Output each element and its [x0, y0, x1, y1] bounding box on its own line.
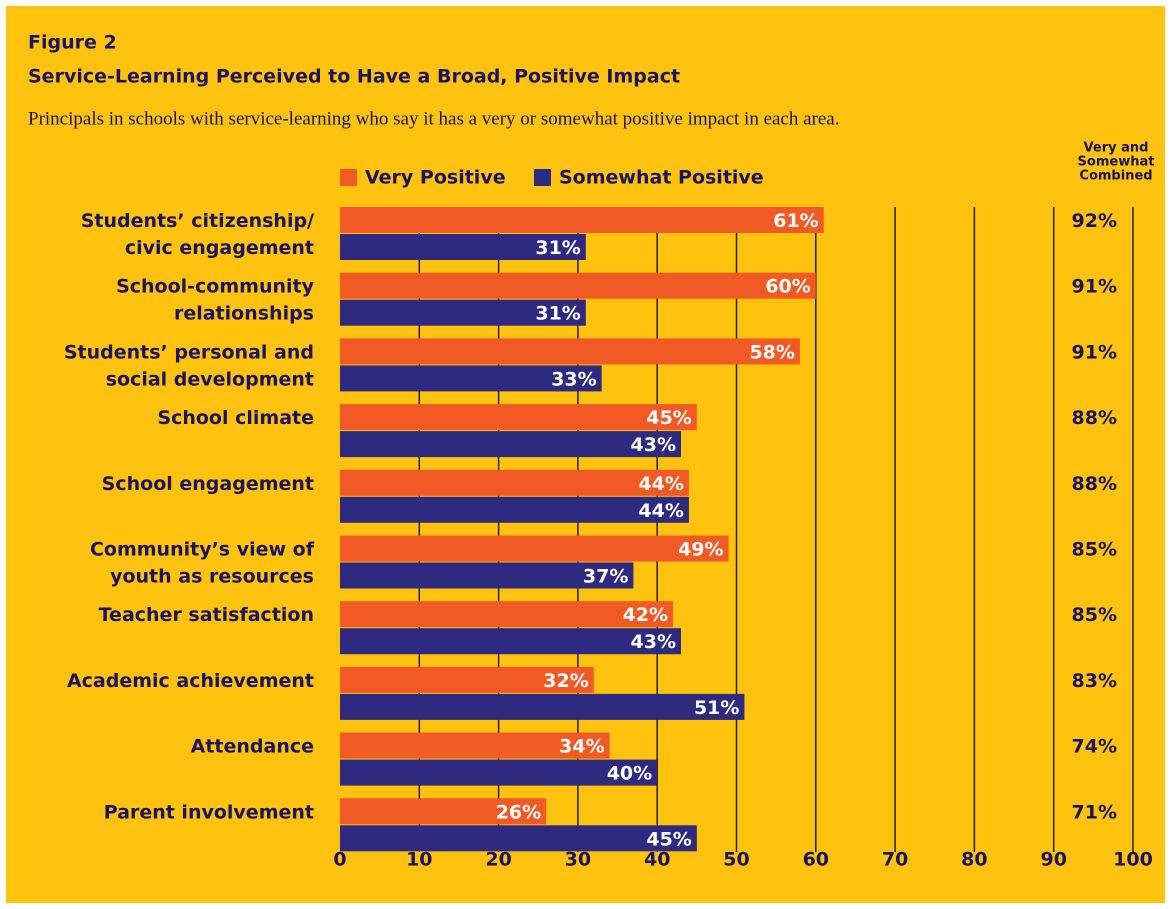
- combined-value: 83%: [1072, 670, 1117, 692]
- bar: [340, 365, 602, 392]
- bar: [340, 693, 745, 720]
- data-label: 43%: [631, 434, 676, 456]
- bar: [340, 496, 689, 523]
- x-tick-label: 90: [1040, 849, 1066, 871]
- y-tick-label: civic engagement: [125, 237, 314, 259]
- data-label: 43%: [631, 631, 676, 653]
- bar: [340, 628, 681, 655]
- data-label: 58%: [749, 341, 794, 363]
- bar: [340, 431, 681, 458]
- bar: [340, 601, 674, 628]
- bar: [340, 732, 610, 759]
- bar: [340, 234, 586, 260]
- data-label: 49%: [678, 539, 723, 561]
- y-tick-label: social development: [106, 368, 314, 390]
- data-label: 44%: [638, 473, 683, 495]
- y-tick-label: Parent involvement: [104, 801, 314, 823]
- bar: [340, 404, 697, 431]
- data-label: 33%: [551, 368, 596, 390]
- bar: [340, 535, 729, 562]
- legend-swatch: [340, 169, 357, 186]
- chart-title: Service-Learning Perceived to Have a Bro…: [28, 66, 680, 88]
- x-tick-label: 40: [644, 849, 670, 871]
- data-label: 42%: [623, 604, 668, 626]
- x-tick-label: 100: [1113, 849, 1153, 871]
- combined-value: 71%: [1072, 801, 1117, 823]
- data-label: 34%: [559, 736, 604, 758]
- legend-label: Somewhat Positive: [559, 167, 764, 189]
- combined-header: Very and: [1084, 141, 1149, 156]
- y-tick-label: Teacher satisfaction: [99, 604, 314, 626]
- x-tick-label: 10: [406, 849, 432, 871]
- combined-value: 91%: [1072, 276, 1117, 298]
- combined-header: Somewhat: [1078, 155, 1155, 170]
- bar: [340, 825, 697, 852]
- data-label: 31%: [535, 237, 580, 259]
- combined-value: 92%: [1072, 210, 1117, 232]
- y-tick-label: Academic achievement: [67, 670, 314, 692]
- bar: [340, 469, 689, 496]
- x-tick-label: 60: [803, 849, 829, 871]
- y-tick-label: Community’s view of: [90, 539, 315, 561]
- data-label: 32%: [543, 670, 588, 692]
- bar: [340, 272, 816, 299]
- data-label: 44%: [638, 500, 683, 522]
- y-tick-label: School climate: [157, 407, 314, 429]
- bar: [340, 207, 824, 233]
- data-label: 45%: [646, 828, 691, 850]
- combined-value: 88%: [1072, 473, 1117, 495]
- combined-value: 74%: [1072, 736, 1117, 758]
- combined-value: 88%: [1072, 407, 1117, 429]
- bar: [340, 562, 634, 589]
- x-tick-label: 70: [882, 849, 908, 871]
- x-tick-label: 50: [723, 849, 749, 871]
- combined-value: 85%: [1072, 604, 1117, 626]
- bar: [340, 798, 547, 825]
- data-label: 31%: [535, 303, 580, 325]
- y-tick-label: Attendance: [191, 736, 314, 758]
- legend-label: Very Positive: [365, 167, 506, 189]
- x-tick-label: 0: [333, 849, 346, 871]
- figure-label: Figure 2: [28, 32, 117, 54]
- combined-header: Combined: [1079, 169, 1152, 184]
- bar: [340, 759, 658, 786]
- data-label: 26%: [496, 801, 541, 823]
- x-tick-label: 20: [485, 849, 511, 871]
- combined-value: 91%: [1072, 341, 1117, 363]
- x-tick-label: 80: [961, 849, 987, 871]
- data-label: 45%: [646, 407, 691, 429]
- legend-swatch: [534, 169, 551, 186]
- y-tick-label: School engagement: [102, 473, 314, 495]
- combined-value: 85%: [1072, 539, 1117, 561]
- y-tick-label: youth as resources: [110, 566, 314, 588]
- data-label: 37%: [583, 566, 628, 588]
- y-tick-label: School-community: [116, 276, 315, 298]
- chart-subtitle: Principals in schools with service-learn…: [28, 108, 840, 129]
- data-label: 40%: [607, 763, 652, 785]
- y-tick-label: relationships: [174, 303, 314, 325]
- bar: [340, 338, 800, 365]
- bar: [340, 666, 594, 693]
- bar: [340, 299, 586, 326]
- y-tick-label: Students’ personal and: [64, 341, 314, 363]
- data-label: 61%: [773, 210, 818, 232]
- y-tick-label: Students’ citizenship/: [81, 210, 314, 232]
- data-label: 60%: [765, 276, 810, 298]
- data-label: 51%: [694, 697, 739, 719]
- x-tick-label: 30: [565, 849, 591, 871]
